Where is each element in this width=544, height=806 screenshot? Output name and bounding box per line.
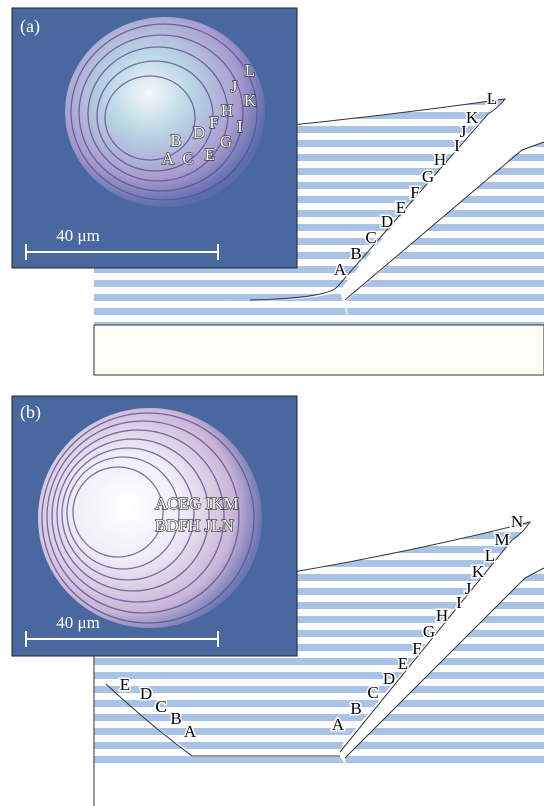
layer-letter: I bbox=[237, 117, 243, 136]
layer-letter: C bbox=[367, 683, 378, 702]
layer-letter: D bbox=[140, 684, 152, 703]
layer-letter: F bbox=[410, 183, 419, 202]
layer-letter: M bbox=[494, 530, 509, 549]
layer-letter: J bbox=[231, 77, 238, 96]
layer-letter: C bbox=[365, 228, 376, 247]
layer-letter: B bbox=[170, 709, 181, 728]
layer-letter: E bbox=[396, 198, 406, 217]
figure: (a) 40 μm (b) 40 μm ACEG IKM BDFH JLN LJ… bbox=[0, 0, 544, 806]
layer-letter: C bbox=[155, 697, 166, 716]
layer-letter: N bbox=[511, 512, 523, 531]
layer-letter: G bbox=[423, 622, 435, 641]
layer-letter: F bbox=[209, 113, 218, 132]
layer-letter: L bbox=[485, 546, 495, 565]
layer-letter: H bbox=[434, 150, 446, 169]
layer-letter: C bbox=[182, 149, 193, 168]
layer-letter: I bbox=[456, 593, 462, 612]
layer-letter: L bbox=[245, 61, 255, 80]
layer-letter: E bbox=[398, 654, 408, 673]
layer-letter: L bbox=[487, 89, 497, 108]
panel-label: (b) bbox=[20, 402, 41, 423]
layer-letter: A bbox=[162, 149, 175, 168]
layer-letter: E bbox=[205, 145, 215, 164]
scale-bar-label: 40 μm bbox=[56, 226, 100, 245]
layer-letter: D bbox=[383, 669, 395, 688]
layer-letter: F bbox=[412, 639, 421, 658]
layer-letter: A bbox=[184, 722, 197, 741]
scale-bar-label: 40 μm bbox=[56, 613, 100, 632]
layer-letter: K bbox=[472, 562, 485, 581]
layer-letter: E bbox=[120, 675, 130, 694]
layer-letter: G bbox=[422, 167, 434, 186]
layer-letter: J bbox=[460, 122, 467, 141]
layer-letter: B bbox=[170, 131, 181, 150]
layer-letter: I bbox=[454, 136, 460, 155]
layer-letter: A bbox=[334, 260, 347, 279]
layer-letter: G bbox=[220, 132, 232, 151]
layer-letter: B bbox=[350, 244, 361, 263]
layer-letter: A bbox=[332, 715, 345, 734]
layer-letter: D bbox=[381, 212, 393, 231]
panel-label: (a) bbox=[20, 16, 40, 37]
layer-letter: H bbox=[221, 101, 233, 120]
micrograph-row: ACEG IKM bbox=[155, 494, 239, 513]
layer-letter: H bbox=[436, 606, 448, 625]
micrograph-row: BDFH JLN bbox=[155, 516, 234, 535]
layer-letter: J bbox=[465, 579, 472, 598]
layer-letter: B bbox=[350, 699, 361, 718]
layer-letter: K bbox=[244, 91, 257, 110]
micrograph-a bbox=[12, 8, 297, 268]
layer-letter: D bbox=[193, 123, 205, 142]
layer-letter: K bbox=[466, 108, 479, 127]
